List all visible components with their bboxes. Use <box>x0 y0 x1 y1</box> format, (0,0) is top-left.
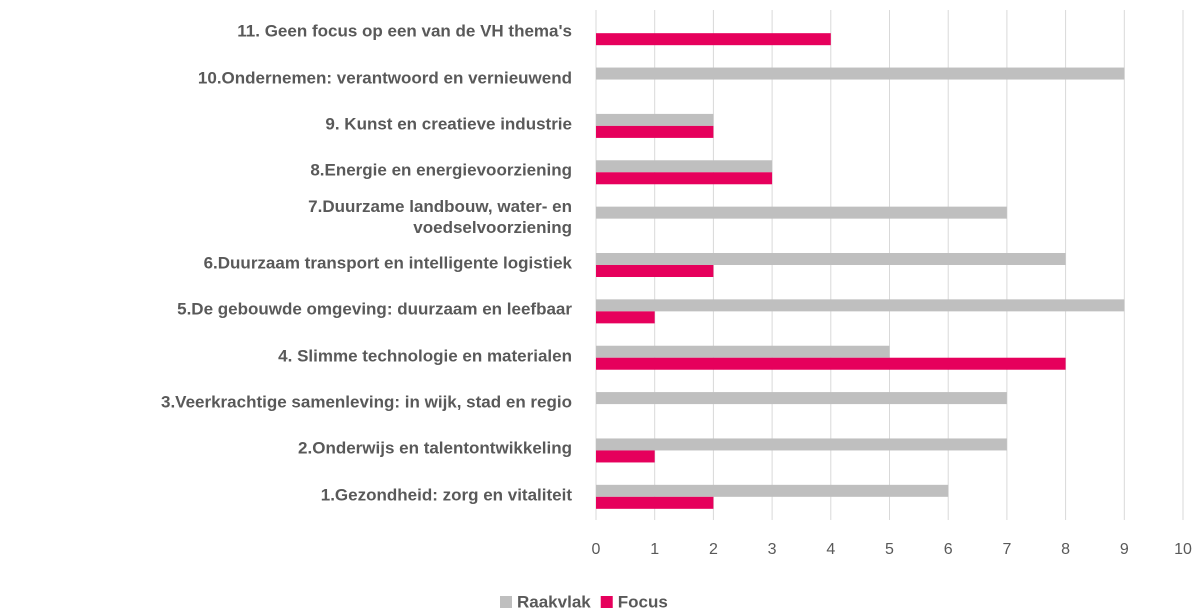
y-tick-label: 1.Gezondheid: zorg en vitaliteit <box>320 485 572 505</box>
legend-swatch <box>600 596 613 608</box>
y-tick-label: 4. Slimme technologie en materialen <box>278 346 572 366</box>
bar <box>596 67 1125 80</box>
y-tick-label: 2.Onderwijs en talentontwikkeling <box>298 438 572 458</box>
bar <box>596 125 714 138</box>
legend-label: Raakvlak <box>517 592 591 611</box>
legend-label: Focus <box>618 592 668 611</box>
bar <box>596 172 773 185</box>
bar <box>596 438 1007 451</box>
y-tick-label: 10.Ondernemen: verantwoord en vernieuwen… <box>197 68 572 88</box>
bar <box>596 496 714 509</box>
bar <box>596 33 831 46</box>
bar <box>596 113 714 126</box>
y-tick-label: 8.Energie en energievoorziening <box>310 160 572 180</box>
x-tick-label: 4 <box>826 541 835 558</box>
legend-swatch <box>500 596 512 608</box>
x-tick-label: 6 <box>944 541 953 558</box>
bar <box>596 357 1066 370</box>
x-tick-label: 1 <box>650 541 659 558</box>
bar <box>596 206 1007 219</box>
y-tick-label: 6.Duurzaam transport en intelligente log… <box>203 253 572 273</box>
bar <box>596 311 655 324</box>
x-tick-label: 9 <box>1120 541 1129 558</box>
bar <box>596 345 890 358</box>
x-tick-label: 2 <box>709 541 718 558</box>
y-tick-label: 7.Duurzame landbouw, water- en voedselvo… <box>308 196 572 237</box>
bar <box>596 450 655 463</box>
bar <box>596 299 1125 312</box>
x-tick-label: 3 <box>768 541 777 558</box>
bar <box>596 265 714 277</box>
bar <box>596 253 1066 265</box>
x-tick-label: 10 <box>1174 541 1192 558</box>
y-tick-label: 9. Kunst en creatieve industrie <box>325 114 572 134</box>
y-tick-label: 11. Geen focus op een van de VH thema's <box>237 21 572 41</box>
x-tick-label: 5 <box>885 541 894 558</box>
x-tick-label: 0 <box>592 541 601 558</box>
y-tick-label: 5.De gebouwde omgeving: duurzaam en leef… <box>177 299 572 319</box>
bar <box>596 484 949 497</box>
y-tick-label: 3.Veerkrachtige samenleving: in wijk, st… <box>161 392 572 412</box>
x-tick-label: 7 <box>1002 541 1011 558</box>
x-tick-label: 8 <box>1061 541 1070 558</box>
bar <box>596 160 773 173</box>
bar <box>596 392 1007 405</box>
